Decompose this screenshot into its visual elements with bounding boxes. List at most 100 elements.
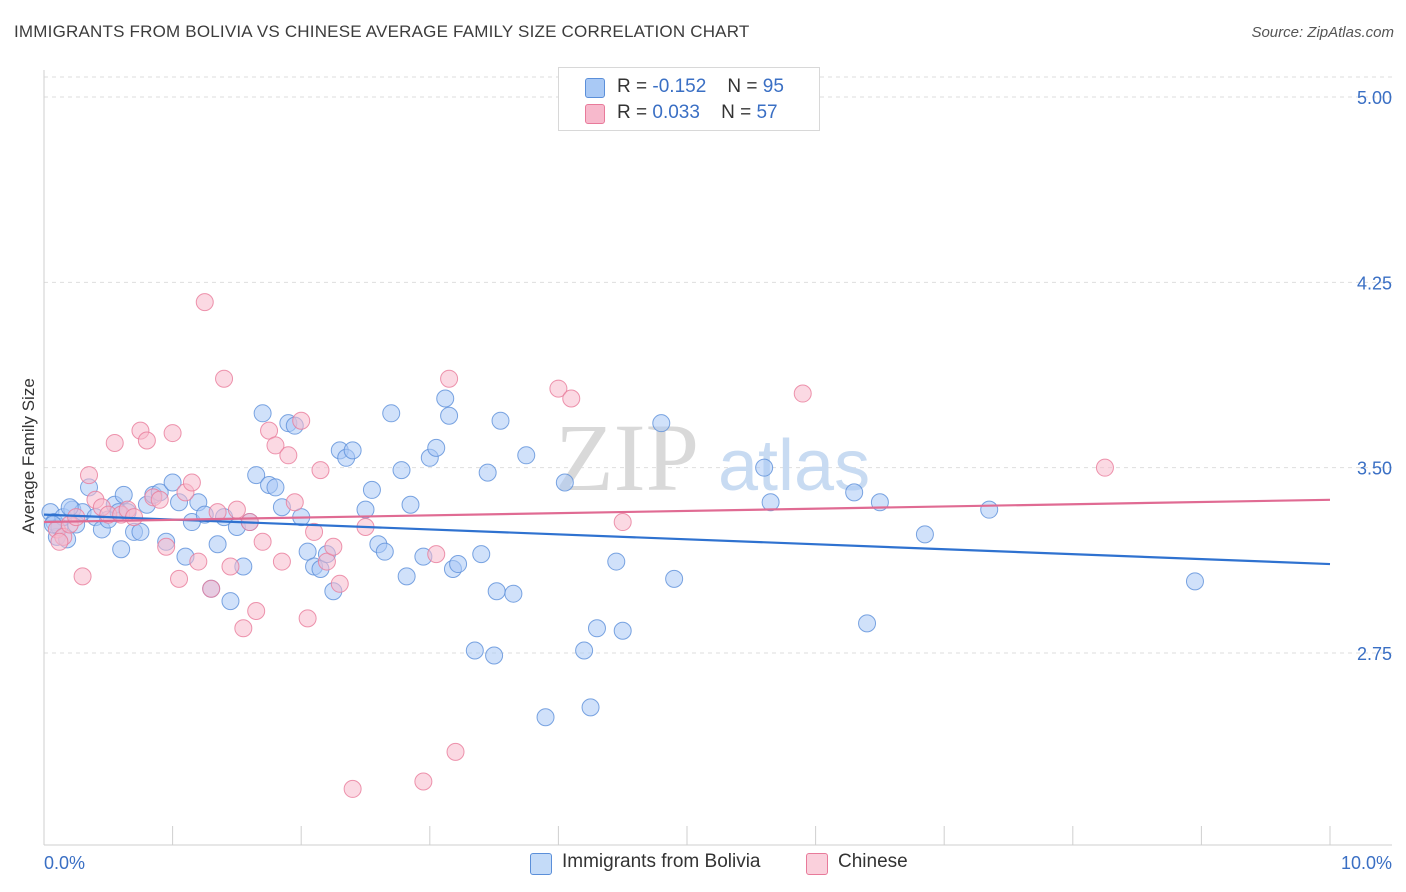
data-point bbox=[163, 473, 182, 492]
legend-r-label: R = bbox=[617, 102, 648, 123]
legend-n-label: N = bbox=[721, 102, 752, 123]
data-point bbox=[266, 478, 285, 497]
data-point bbox=[858, 614, 877, 633]
data-point bbox=[613, 621, 632, 640]
x-tick-label-max: 10.0% bbox=[1341, 853, 1392, 873]
data-point bbox=[504, 584, 523, 603]
bottom-legend-swatch-bolivia bbox=[530, 853, 552, 875]
data-point bbox=[80, 466, 99, 485]
x-tick-label-min: 0.0% bbox=[44, 853, 85, 873]
source-label: Source: ZipAtlas.com bbox=[1251, 24, 1394, 41]
data-point bbox=[487, 582, 506, 601]
data-point bbox=[150, 490, 169, 509]
data-point bbox=[401, 495, 420, 514]
data-point bbox=[472, 545, 491, 564]
data-point bbox=[170, 569, 189, 588]
data-point bbox=[562, 389, 581, 408]
data-point bbox=[613, 513, 632, 532]
correlation-legend: R = -0.152 N = 95 R = 0.033 N = 57 bbox=[558, 67, 820, 131]
data-point bbox=[305, 522, 324, 541]
data-point bbox=[362, 480, 381, 499]
data-point bbox=[247, 466, 266, 485]
watermark-atlas: atlas bbox=[718, 426, 870, 506]
data-point bbox=[980, 500, 999, 519]
data-point bbox=[260, 421, 279, 440]
data-point bbox=[221, 592, 240, 611]
data-point bbox=[234, 619, 253, 638]
legend-swatch-bolivia bbox=[585, 78, 605, 98]
data-point bbox=[208, 535, 227, 554]
y-tick-label: 5.00 bbox=[1357, 88, 1392, 108]
data-point bbox=[478, 463, 497, 482]
data-point bbox=[247, 601, 266, 620]
legend-swatch-chinese bbox=[585, 104, 605, 124]
data-point bbox=[652, 414, 671, 433]
data-point bbox=[414, 772, 433, 791]
data-point bbox=[755, 458, 774, 477]
data-point bbox=[449, 555, 468, 574]
series-bolivia bbox=[41, 389, 1204, 727]
data-point bbox=[298, 609, 317, 628]
data-point bbox=[1095, 458, 1114, 477]
data-point bbox=[793, 384, 812, 403]
bottom-legend-label-chinese: Chinese bbox=[838, 851, 908, 872]
data-point bbox=[137, 431, 156, 450]
data-point bbox=[114, 485, 133, 504]
data-point bbox=[317, 552, 336, 571]
data-point bbox=[382, 404, 401, 423]
y-tick-label: 4.25 bbox=[1357, 273, 1392, 293]
data-point bbox=[517, 446, 536, 465]
chart-title: IMMIGRANTS FROM BOLIVIA VS CHINESE AVERA… bbox=[14, 22, 750, 41]
data-point bbox=[195, 293, 214, 312]
data-point bbox=[665, 569, 684, 588]
y-tick-label: 2.75 bbox=[1357, 644, 1392, 664]
watermark-zip: ZIP bbox=[555, 404, 699, 511]
legend-r-label: R = bbox=[617, 76, 648, 97]
data-point bbox=[555, 473, 574, 492]
trend-line-chinese bbox=[43, 498, 1331, 524]
data-point bbox=[343, 779, 362, 798]
data-point bbox=[549, 379, 568, 398]
data-point bbox=[440, 406, 459, 425]
data-point bbox=[112, 540, 131, 559]
data-point bbox=[427, 438, 446, 457]
data-point bbox=[202, 579, 221, 598]
data-point bbox=[227, 500, 246, 519]
legend-r-value: 0.033 bbox=[652, 102, 700, 123]
y-axis-label: Average Family Size bbox=[19, 378, 38, 534]
data-point bbox=[279, 446, 298, 465]
data-point bbox=[266, 436, 285, 455]
data-point bbox=[157, 537, 176, 556]
data-point bbox=[163, 424, 182, 443]
data-point bbox=[375, 542, 394, 561]
data-point bbox=[292, 411, 311, 430]
trend-line-bolivia bbox=[43, 513, 1331, 566]
data-point bbox=[189, 552, 208, 571]
legend-r-value: -0.152 bbox=[652, 76, 707, 97]
legend-n-label: N = bbox=[727, 76, 758, 97]
data-point bbox=[298, 542, 317, 561]
data-point bbox=[182, 473, 201, 492]
data-point bbox=[485, 646, 504, 665]
data-point bbox=[536, 708, 555, 727]
data-point bbox=[131, 522, 150, 541]
legend-n-value: 57 bbox=[756, 102, 778, 123]
data-point bbox=[285, 493, 304, 512]
data-point bbox=[50, 532, 69, 551]
data-point bbox=[73, 567, 92, 586]
data-point bbox=[427, 545, 446, 564]
data-point bbox=[465, 641, 484, 660]
y-tick-label: 3.50 bbox=[1357, 459, 1392, 479]
bottom-legend-label-bolivia: Immigrants from Bolivia bbox=[562, 851, 761, 872]
data-point bbox=[392, 461, 411, 480]
data-point bbox=[272, 552, 291, 571]
data-point bbox=[330, 574, 349, 593]
data-point bbox=[587, 619, 606, 638]
y-tick-labels: 2.75 3.50 4.25 5.00 bbox=[1357, 88, 1392, 664]
data-point bbox=[1185, 572, 1204, 591]
data-point bbox=[221, 557, 240, 576]
data-point bbox=[324, 537, 343, 556]
series-chinese bbox=[47, 293, 1114, 798]
trend-lines bbox=[43, 498, 1331, 566]
